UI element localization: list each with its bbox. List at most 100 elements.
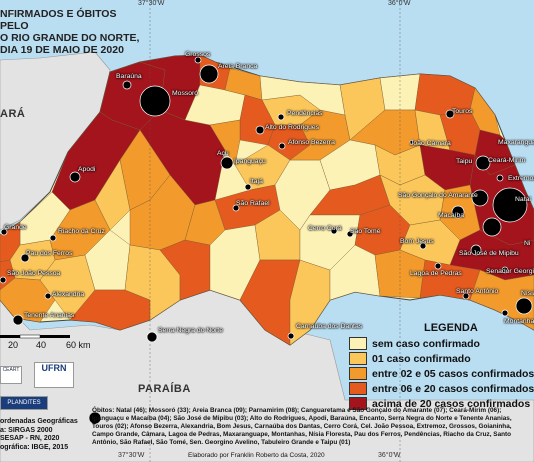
city-label: Serra Negra do Norte [158,327,223,334]
obitos-list: Óbitos: Natal (46); Mossoró (33); Areia … [92,407,512,446]
city-label: Macaíba [438,212,465,219]
obitos-circle-sao-goncalo [471,189,489,207]
city-label: Areia Branca [218,63,258,70]
legend-label: entre 02 e 05 casos confirmados [372,367,534,380]
obitos-circle-parnamirim [482,217,502,237]
legend-swatch [349,337,367,350]
obitos-circle-alto-rodrigues [255,125,265,135]
neighbor-state-ceara: ARÁ [0,108,26,120]
city-label: Maxaranguape [498,139,534,146]
obitos-circle-macaiba [451,205,465,219]
obitos-circle-natal [492,187,528,223]
city-label: Ceará-Mirim [488,157,526,164]
obitos-circle-joao-camara [409,139,415,145]
city-label: Extremoz [508,175,534,182]
scale-label-20: 20 [8,340,19,350]
city-label: São Rafael [236,200,270,207]
obitos-circle-sao-rafael [232,204,240,212]
legend-swatch [349,352,367,365]
scale-bar [0,334,70,339]
obitos-circle-afonso-bezerra [278,142,286,150]
neighbor-state-paraiba: PARAÍBA [138,383,191,395]
city-label: São João Pessoa [7,270,61,277]
city-label: Natal [515,196,531,203]
city-label: João Câmara [410,140,451,147]
city-label: Bom Jesus [400,238,434,245]
city-label: Montanhas [504,318,534,325]
obitos-circle-carnauba [287,332,295,340]
coord-top-left: 37°30'W [138,0,165,7]
scale-label-40: 40 [36,340,47,350]
city-label: Pau dos Ferros [26,250,73,257]
city-label: Carnaúba dos Dantas [296,323,363,330]
obitos-circle-itaja [244,183,252,191]
legend-swatch [349,367,367,380]
obitos-circle-barauna [122,80,132,90]
obitos-circle-campo-grande [0,228,8,236]
city-label: Ipanguaçu [234,158,266,165]
legend-item-1: 01 caso confirmado [349,352,471,365]
city-label: Lagoa de Pedras [410,270,462,277]
legend-swatch [349,397,367,410]
obitos-circle-pendencias [277,113,285,121]
scale-label-60: 60 km [66,340,91,350]
obitos-circle-cerro-cora [330,227,338,235]
obitos-circle-bom-jesus [419,242,427,250]
coord-top-right: 36°0'W [388,0,411,7]
legend-label: acima de 20 casos confirmados [372,397,531,410]
coord-bottom-left: 37°30'W [118,452,145,459]
city-label: Itajá [250,178,263,185]
legend-title: LEGENDA [424,322,478,334]
legend-item-0: sem caso confirmado [349,337,480,350]
coord-bottom-right: 36°0'W [378,452,401,459]
city-label: Riacho da Cruz [58,228,105,235]
city-label: Santo Antônio [456,288,499,295]
obitos-circle-senador-georgino [501,266,509,274]
legend-item-2: entre 02 e 05 casos confirmados [349,367,534,380]
obitos-circle-riacho-cruz [49,234,57,242]
obitos-circle-lagoa-pedras [434,262,442,270]
map-title: NFIRMADOS E ÓBITOS PELO O RIO GRANDE DO … [0,8,140,56]
obitos-circle-sao-tome [346,230,354,238]
obitos-circle-ceara-mirim [475,155,491,171]
city-label: Mossoró [172,90,199,97]
ufrn-logo: UFRN [34,362,74,388]
city-label: Grossos [185,51,211,58]
city-label: São Gonçalo do Amarante [398,192,478,199]
city-label: Cerro Corá [308,225,342,232]
obitos-circle-santo-antonio [462,292,470,300]
legend-swatch [349,382,367,395]
city-label: Taipu [456,158,473,165]
city-label: Touros [452,108,473,115]
obitos-circle-grossos [194,56,202,64]
ceart-logo: CEART [0,366,22,384]
obitos-circle-pau-dos-ferros [20,253,30,263]
city-label: Nísia [521,290,534,297]
obitos-circle-areia-branca [199,64,219,84]
legend-label: 01 caso confirmado [372,352,471,365]
map-metadata: ordenadas Geográficas a: SIRGAS 2000 SES… [0,418,78,451]
city-label: Açu [217,150,229,157]
city-label: Alexandria [52,291,85,298]
city-label: Afonso Bezerra [288,139,335,146]
city-label: Apodi [78,166,96,173]
obitos-circle-montanhas [501,309,509,317]
obitos-circle-serra-negra [146,331,158,343]
city-label: Grande [4,224,27,231]
obitos-circle-alexandria [44,292,52,300]
city-label: Tenente Ananias [24,312,75,319]
obitos-circle-mossoro [139,85,171,117]
city-label: Pendências [287,110,323,117]
city-label: Ni [524,240,531,247]
city-label: Alto do Rodrigues [265,124,320,131]
legend-item-3: entre 06 e 20 casos confirmados [349,382,534,395]
obitos-circle-ipanguacu [220,156,234,170]
death-circles [0,56,533,343]
obitos-circle-sao-jose-mipibu [470,244,482,256]
obitos-circle-extremoz [496,174,504,182]
legend-item-4: acima de 20 casos confirmados [349,397,530,410]
city-label: São José de Mipibu [459,250,519,257]
city-label: São Tomé [350,228,381,235]
obitos-circle-tenente-ananias [12,314,24,326]
